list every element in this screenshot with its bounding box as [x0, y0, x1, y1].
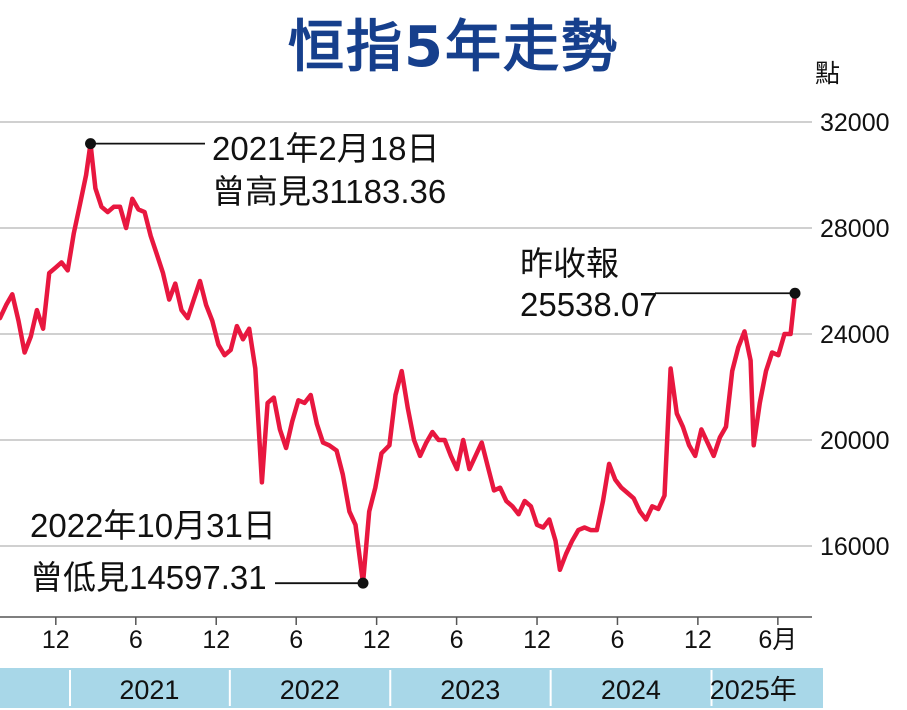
annotation-line2: 曾高見31183.36 — [212, 173, 446, 210]
annotation-dot — [789, 287, 801, 299]
year-label: 2021 — [119, 675, 179, 705]
x-tick-label: 6月 — [758, 626, 797, 654]
x-tick-label: 12 — [523, 626, 551, 654]
y-tick-label: 20000 — [820, 427, 890, 455]
x-tick-label: 12 — [42, 626, 70, 654]
y-tick-label: 16000 — [820, 533, 890, 561]
x-tick-label: 6 — [611, 626, 625, 654]
annotation-line1: 2022年10月31日 — [30, 507, 276, 544]
year-label: 2024 — [601, 675, 661, 705]
x-tick-label: 12 — [202, 626, 230, 654]
hsi-series-line — [0, 141, 798, 586]
series-layer — [0, 141, 798, 586]
year-band: 2021 2022 2023 2024 2025年 — [0, 668, 823, 708]
annotation-line1: 昨收報 — [520, 245, 619, 282]
x-tick-label: 12 — [684, 626, 712, 654]
annotation-dot — [85, 138, 97, 150]
year-label: 2023 — [440, 675, 500, 705]
x-tick-label: 6 — [450, 626, 464, 654]
x-tick-label: 12 — [363, 626, 391, 654]
year-label: 2025年 — [710, 675, 797, 705]
y-tick-label: 32000 — [820, 109, 890, 137]
y-tick-labels: 32000 28000 24000 20000 16000 — [820, 109, 890, 561]
y-tick-label: 28000 — [820, 215, 890, 243]
annotation-line2: 曾低見14597.31 — [30, 559, 267, 596]
x-tick-labels: 12 6 12 6 12 6 12 6 12 6月 — [42, 617, 797, 654]
gridlines — [0, 121, 812, 547]
annotation-line2: 25538.07 — [520, 286, 658, 323]
year-band-background — [0, 668, 823, 708]
x-tick-label: 6 — [129, 626, 143, 654]
x-tick-label: 6 — [289, 626, 303, 654]
annotation-line1: 2021年2月18日 — [212, 130, 439, 167]
y-tick-label: 24000 — [820, 321, 890, 349]
y-axis-unit: 點 — [815, 59, 840, 88]
chart-title: 恒指5年走勢 — [288, 15, 619, 80]
year-label: 2022 — [280, 675, 340, 705]
annotation-dot — [357, 577, 369, 589]
